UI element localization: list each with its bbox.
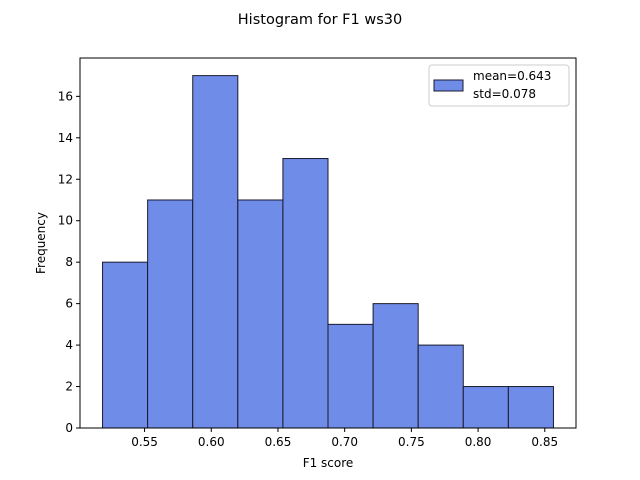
x-tick-label: 0.70 [331, 435, 358, 449]
legend: mean=0.643 std=0.078 [428, 64, 570, 107]
histogram-bar [327, 323, 374, 429]
histogram-bar [507, 386, 554, 429]
histogram-bar [282, 158, 329, 429]
y-tick-label: 2 [65, 380, 73, 394]
y-tick-label: 6 [65, 297, 73, 311]
y-tick-label: 12 [58, 172, 73, 186]
legend-box [428, 64, 570, 107]
x-tick-label: 0.85 [531, 435, 558, 449]
legend-entry-std: std=0.078 [473, 87, 536, 101]
y-axis-label: Frequency [34, 212, 48, 274]
histogram-bar [372, 303, 419, 429]
legend-entry-mean: mean=0.643 [473, 69, 551, 83]
histogram-bar [147, 199, 194, 429]
y-tick-label: 16 [58, 89, 73, 103]
y-tick-label: 10 [58, 214, 73, 228]
x-tick-label: 0.80 [465, 435, 492, 449]
x-axis-label: F1 score [303, 456, 354, 470]
bars-group [102, 75, 554, 429]
x-tick-label: 0.55 [131, 435, 158, 449]
plot-frame [79, 57, 577, 429]
x-tick-label: 0.60 [198, 435, 225, 449]
y-tick-label: 4 [65, 338, 73, 352]
histogram-bar [462, 386, 509, 429]
y-tick-label: 8 [65, 255, 73, 269]
histogram-bar [237, 199, 284, 429]
y-tick-label: 14 [58, 131, 73, 145]
chart-title: Histogram for F1 ws30 [238, 12, 402, 28]
x-tick-label: 0.65 [265, 435, 292, 449]
histogram-bar [417, 344, 464, 429]
histogram-bar [192, 75, 239, 429]
legend-swatch [433, 79, 464, 92]
x-axis-ticks: 0.55 0.60 0.65 0.70 0.75 0.80 0.85 [131, 428, 558, 449]
histogram-bar [102, 261, 149, 429]
x-tick-label: 0.75 [398, 435, 425, 449]
y-axis-ticks: 0 2 4 6 8 10 12 14 16 [58, 89, 80, 435]
y-tick-label: 0 [65, 421, 73, 435]
